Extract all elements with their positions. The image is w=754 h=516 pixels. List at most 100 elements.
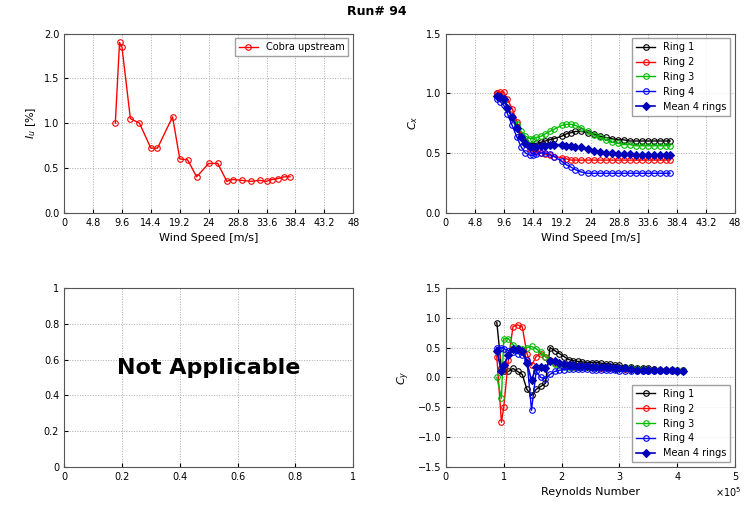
Ring 4: [557, 158, 566, 165]
Ring 2: [564, 362, 573, 368]
Ring 2: [627, 366, 636, 372]
Ring 3: [507, 114, 516, 120]
Ring 4: [499, 102, 508, 108]
Ring 4: [583, 366, 592, 372]
Mean 4 rings: [673, 368, 682, 374]
Ring 1: [513, 368, 523, 375]
Ring 4: [607, 170, 616, 176]
Ring 3: [621, 365, 630, 372]
Mean 4 rings: [518, 348, 527, 354]
X-axis label: Wind Speed [m/s]: Wind Speed [m/s]: [541, 233, 640, 243]
Ring 2: [545, 357, 554, 363]
Ring 3: [562, 121, 571, 127]
Ring 3: [541, 353, 550, 360]
Mean 4 rings: [541, 143, 550, 149]
Ring 3: [627, 365, 636, 372]
Ring 3: [661, 143, 670, 149]
Ring 3: [583, 364, 592, 370]
Y-axis label: $C_y$: $C_y$: [396, 370, 412, 384]
Ring 1: [583, 130, 592, 136]
Ring 3: [513, 121, 522, 127]
Ring 2: [523, 350, 532, 357]
Line: Ring 1: Ring 1: [494, 320, 686, 398]
Ring 2: [596, 365, 605, 371]
Line: Ring 1: Ring 1: [495, 90, 673, 148]
Ring 1: [655, 138, 664, 144]
Ring 1: [644, 365, 653, 372]
Ring 2: [541, 151, 550, 157]
Ring 3: [655, 143, 664, 149]
Ring 2: [573, 364, 582, 370]
Cobra upstream: [115, 39, 124, 45]
Mean 4 rings: [643, 152, 652, 158]
Mean 4 rings: [625, 151, 634, 157]
Ring 1: [541, 138, 550, 144]
Mean 4 rings: [526, 144, 535, 150]
Ring 3: [667, 367, 676, 374]
Mean 4 rings: [497, 368, 506, 375]
Ring 1: [518, 372, 527, 378]
Ring 2: [631, 157, 640, 163]
Ring 2: [587, 364, 596, 370]
Ring 3: [638, 366, 647, 372]
Ring 4: [492, 96, 501, 102]
Ring 3: [495, 94, 504, 100]
Ring 2: [497, 419, 506, 425]
Mean 4 rings: [667, 367, 676, 374]
Ring 2: [605, 365, 615, 372]
Ring 1: [661, 138, 670, 144]
Ring 1: [649, 138, 658, 144]
Ring 1: [643, 138, 652, 144]
Line: Ring 4: Ring 4: [495, 96, 673, 176]
Ring 4: [589, 170, 598, 176]
Mean 4 rings: [661, 152, 670, 158]
Ring 4: [650, 368, 659, 375]
Line: Mean 4 rings: Mean 4 rings: [494, 347, 686, 383]
Ring 4: [625, 170, 634, 176]
Ring 3: [605, 364, 615, 370]
Ring 2: [673, 367, 682, 374]
Ring 2: [621, 366, 630, 372]
Mean 4 rings: [583, 363, 592, 369]
Cobra upstream: [126, 116, 135, 122]
Ring 4: [541, 376, 550, 382]
Ring 3: [545, 128, 554, 135]
Mean 4 rings: [637, 152, 646, 158]
Cobra upstream: [268, 176, 277, 183]
Cobra upstream: [192, 174, 201, 180]
Ring 4: [571, 167, 580, 173]
Mean 4 rings: [523, 360, 532, 366]
Ring 1: [537, 139, 546, 146]
Ring 3: [528, 136, 537, 142]
Ring 2: [638, 366, 647, 373]
Mean 4 rings: [661, 367, 670, 374]
Ring 3: [532, 134, 541, 140]
Ring 4: [649, 170, 658, 176]
Ring 2: [516, 132, 526, 138]
Ring 1: [615, 362, 624, 368]
Mean 4 rings: [592, 364, 601, 370]
Ring 2: [643, 157, 652, 163]
Ring 2: [513, 119, 522, 125]
Ring 4: [523, 357, 532, 363]
Ring 4: [559, 366, 569, 373]
Mean 4 rings: [577, 144, 586, 150]
Ring 4: [661, 368, 670, 375]
Ring 2: [625, 157, 634, 163]
Ring 3: [550, 126, 559, 132]
Ring 2: [562, 156, 571, 162]
Ring 4: [601, 170, 610, 176]
Mean 4 rings: [536, 364, 545, 370]
Ring 1: [638, 365, 647, 372]
Ring 3: [596, 364, 605, 370]
Cobra upstream: [213, 160, 222, 167]
Mean 4 rings: [559, 361, 569, 367]
Ring 1: [503, 104, 512, 110]
Mean 4 rings: [507, 114, 516, 120]
Ring 4: [536, 374, 545, 380]
Ring 3: [649, 143, 658, 149]
Ring 4: [495, 99, 504, 105]
Ring 2: [610, 365, 619, 372]
Ring 1: [605, 361, 615, 367]
Ring 4: [492, 345, 501, 351]
